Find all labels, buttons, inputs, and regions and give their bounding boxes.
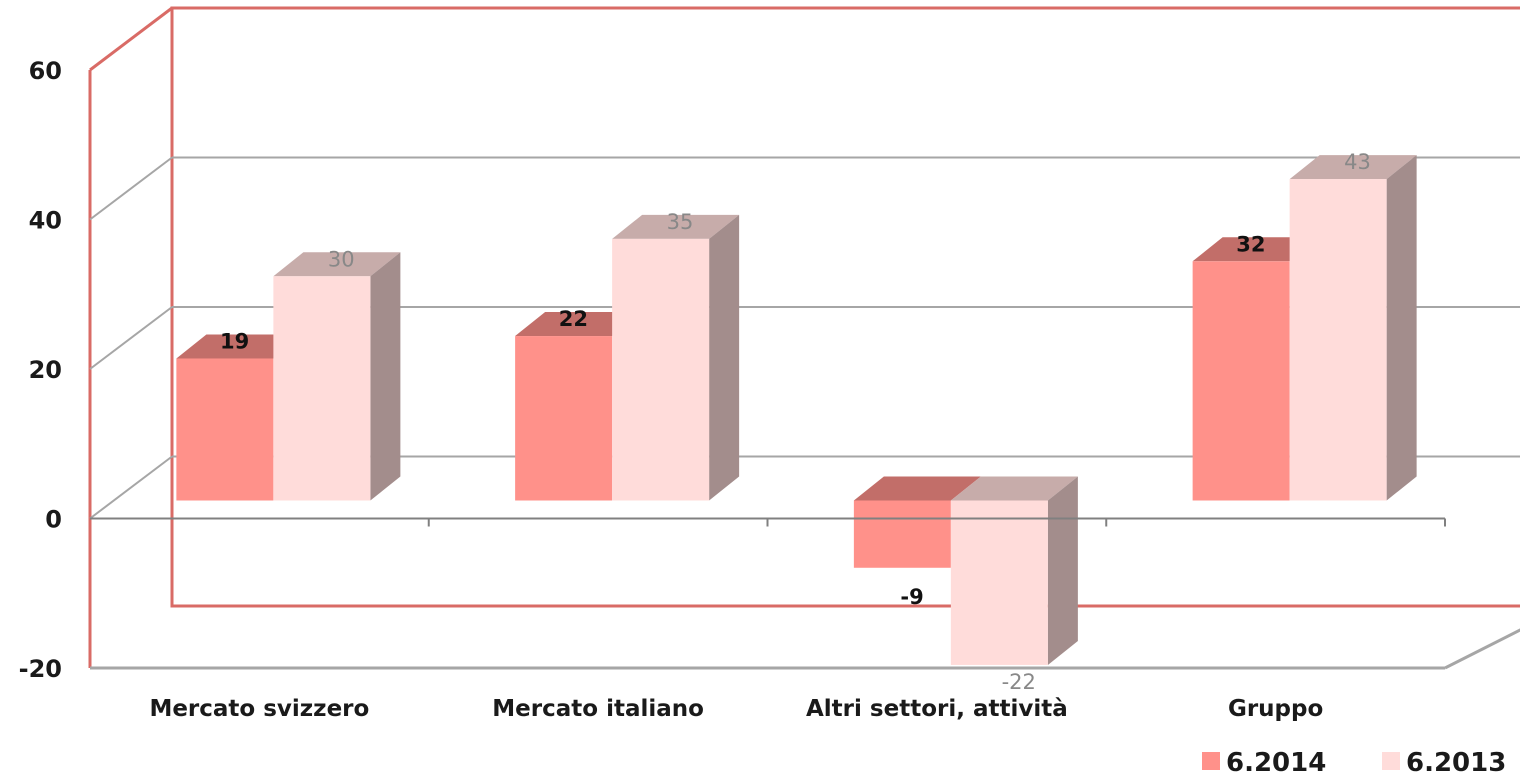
- data-label-1-0: 30: [328, 247, 355, 271]
- legend-swatch-1: [1382, 752, 1400, 770]
- bar-top-0-0: [176, 334, 304, 359]
- data-label-1-1: 35: [667, 210, 694, 234]
- bar-top-1-1: [612, 214, 740, 239]
- bar-0-1: [515, 336, 613, 501]
- bar-top-1-3: [1289, 155, 1417, 180]
- y-tick-label: 20: [29, 356, 62, 384]
- floor-right-edge: [1444, 628, 1520, 670]
- x-tick-label: Mercato italiano: [492, 696, 704, 722]
- bars: [176, 155, 1417, 665]
- bar-top-0-3: [1192, 237, 1320, 262]
- y-tick-label: -20: [19, 655, 62, 683]
- data-label-0-2: -9: [900, 585, 923, 609]
- bar-side-1-0: [370, 252, 401, 501]
- bar-1-2: [950, 500, 1048, 665]
- bar-side-1-1: [709, 214, 740, 501]
- data-label-1-3: 43: [1344, 150, 1371, 174]
- data-label-0-0: 19: [220, 329, 249, 353]
- y-tick-label: 0: [45, 506, 62, 534]
- bar-top-1-2: [950, 476, 1078, 501]
- data-labels: 19 30 22 35 -9 -22 32 43: [220, 150, 1371, 694]
- bar-1-1: [612, 238, 710, 501]
- gridline-side: [89, 455, 173, 520]
- data-label-1-2: -22: [1002, 670, 1036, 694]
- axes: -20 0 20 40 60 Mercato svizzero Mercato italia…: [19, 57, 1520, 722]
- gridline-side: [89, 306, 173, 370]
- bar-side-1-3: [1386, 155, 1417, 501]
- bar-1-0: [273, 276, 371, 501]
- gridline-side: [89, 156, 173, 221]
- bar-top-0-1: [515, 312, 643, 337]
- side-wall-top-edge: [89, 6, 173, 72]
- y-tick-label: 60: [29, 57, 62, 85]
- bar-top-1-0: [273, 252, 401, 277]
- x-tick-label: Mercato svizzero: [149, 696, 369, 722]
- legend-label-0: 6.2014: [1226, 748, 1326, 778]
- bar-side-1-2: [1047, 476, 1078, 665]
- bar-0-2: [853, 500, 951, 568]
- x-tick-label: Altri settori, attività: [806, 696, 1068, 722]
- legend: 6.2014 6.2013: [1202, 748, 1506, 778]
- legend-swatch-0: [1202, 752, 1220, 770]
- bar-1-3: [1289, 179, 1387, 501]
- bar-0-0: [176, 358, 274, 501]
- data-label-0-1: 22: [559, 307, 588, 331]
- bar-0-3: [1192, 261, 1290, 501]
- x-tick-label: Gruppo: [1228, 696, 1323, 722]
- y-tick-label: 40: [29, 207, 62, 235]
- legend-label-1: 6.2013: [1406, 748, 1506, 778]
- bar-top-0-2: [853, 476, 981, 501]
- data-label-0-3: 32: [1236, 232, 1265, 256]
